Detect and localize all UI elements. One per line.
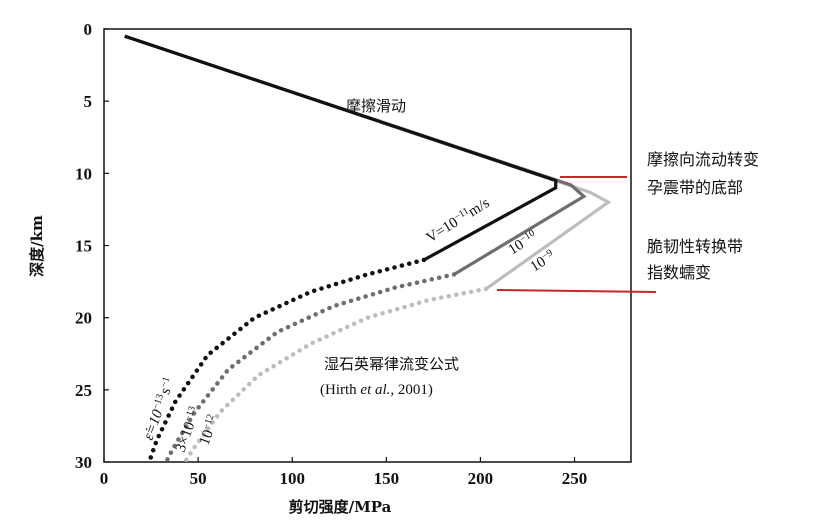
series-layer [124, 34, 612, 465]
y-tick-label: 10 [75, 164, 92, 183]
x-tick-label: 250 [562, 469, 588, 488]
y-tick-label: 20 [75, 309, 92, 328]
x-tick-label: 100 [279, 469, 305, 488]
side-label-seismogenic-base: 孕震带的底部 [647, 178, 743, 197]
y-tick-label: 5 [84, 92, 93, 111]
strain-rate-3-label: 10−12 [195, 413, 222, 448]
series-solid-line [124, 34, 558, 262]
x-tick-label: 200 [468, 469, 494, 488]
axis-ticks: 0 50 100 150 200 250 0 5 10 15 20 25 30 [75, 20, 587, 488]
y-axis-title: 深度/km [28, 215, 46, 277]
y-tick-label: 30 [75, 453, 92, 472]
v-rate-label: V=10−11m/s [423, 194, 493, 247]
friction-sliding-label: 摩擦滑动 [346, 97, 406, 115]
x-axis-title: 剪切强度/MPa [289, 498, 392, 516]
strain-rate-2-label: 3×10−13 [171, 405, 203, 455]
power-law-title: 湿石英幂律流变公式 [324, 355, 459, 373]
transition-marker-lower [496, 289, 657, 293]
side-label-brittle-ductile-zone: 脆韧性转换带 [647, 237, 743, 256]
y-tick-label: 25 [75, 381, 92, 400]
series-solid-line [124, 34, 612, 291]
x-tick-label: 50 [190, 469, 207, 488]
y-tick-label: 0 [84, 20, 93, 39]
rate-1e-9-label: 10−9 [527, 247, 558, 275]
y-tick-label: 15 [75, 237, 92, 256]
series-dotted-line [163, 272, 457, 465]
power-law-citation: (Hirth et al., 2001) [320, 382, 433, 398]
x-tick-label: 0 [100, 469, 109, 488]
x-tick-label: 150 [374, 469, 400, 488]
side-label-friction-flow-transition: 摩擦向流动转变 [647, 150, 759, 169]
series-dotted-line [146, 257, 427, 465]
series-dotted-line [182, 286, 489, 465]
side-label-exponential-creep: 指数蠕变 [647, 263, 711, 282]
